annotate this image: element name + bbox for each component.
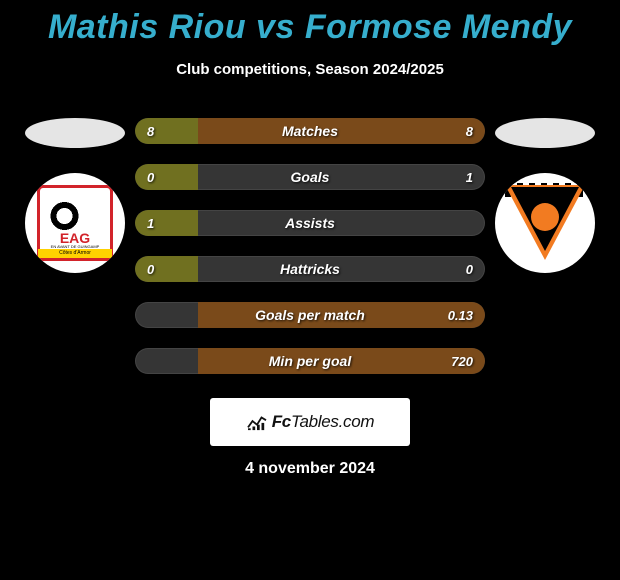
- stat-value-right: 1: [466, 164, 473, 190]
- stat-value-right: 720: [451, 348, 473, 374]
- player-silhouette-left: [25, 118, 125, 148]
- team-badge-left: EAG EN AVANT DE GUINGAMP Côtes d'Armor: [25, 173, 125, 273]
- right-player-col: [485, 118, 605, 148]
- stat-bar: 88Matches: [135, 118, 485, 144]
- crest-ball: [531, 203, 559, 231]
- bar-fill-right: [198, 348, 485, 374]
- stat-value-left: 0: [147, 256, 154, 282]
- page-title: Mathis Riou vs Formose Mendy: [0, 0, 620, 47]
- stat-value-right: 8: [466, 118, 473, 144]
- crest-region: Côtes d'Armor: [38, 249, 112, 258]
- stat-bar: 01Goals: [135, 164, 485, 190]
- bar-fill-left: [135, 118, 198, 144]
- left-player-col: EAG EN AVANT DE GUINGAMP Côtes d'Armor: [15, 118, 135, 148]
- stat-bar: 720Min per goal: [135, 348, 485, 374]
- brand-prefix: Fc: [272, 412, 291, 431]
- bar-fill-right: [198, 118, 485, 144]
- bar-fill-left: [135, 164, 198, 190]
- stat-bar: 0.13Goals per match: [135, 302, 485, 328]
- brand-suffix: Tables.com: [291, 412, 374, 431]
- date-text: 4 november 2024: [0, 460, 620, 478]
- stat-value-left: 0: [147, 164, 154, 190]
- player-silhouette-right: [495, 118, 595, 148]
- stat-value-left: 1: [147, 210, 154, 236]
- lorient-crest: [505, 183, 585, 263]
- bar-fill-right: [198, 302, 485, 328]
- stat-value-right: 0: [466, 256, 473, 282]
- bar-fill-left: [135, 256, 198, 282]
- crest-abbrev: EAG: [60, 231, 90, 245]
- comparison-card: Mathis Riou vs Formose Mendy Club compet…: [0, 0, 620, 580]
- content-row: EAG EN AVANT DE GUINGAMP Côtes d'Armor 8…: [0, 118, 620, 374]
- page-subtitle: Club competitions, Season 2024/2025: [0, 61, 620, 78]
- brand-text: FcTables.com: [272, 412, 375, 432]
- fctables-icon: [246, 413, 268, 431]
- stat-value-right: 0.13: [448, 302, 473, 328]
- brand-badge[interactable]: FcTables.com: [210, 398, 410, 446]
- stat-value-left: 8: [147, 118, 154, 144]
- stat-bar: 1Assists: [135, 210, 485, 236]
- bar-fill-left: [135, 210, 198, 236]
- team-badge-right: [495, 173, 595, 273]
- eag-crest: EAG EN AVANT DE GUINGAMP Côtes d'Armor: [37, 185, 113, 261]
- stats-bars: 88Matches01Goals1Assists00Hattricks0.13G…: [135, 118, 485, 374]
- stat-bar: 00Hattricks: [135, 256, 485, 282]
